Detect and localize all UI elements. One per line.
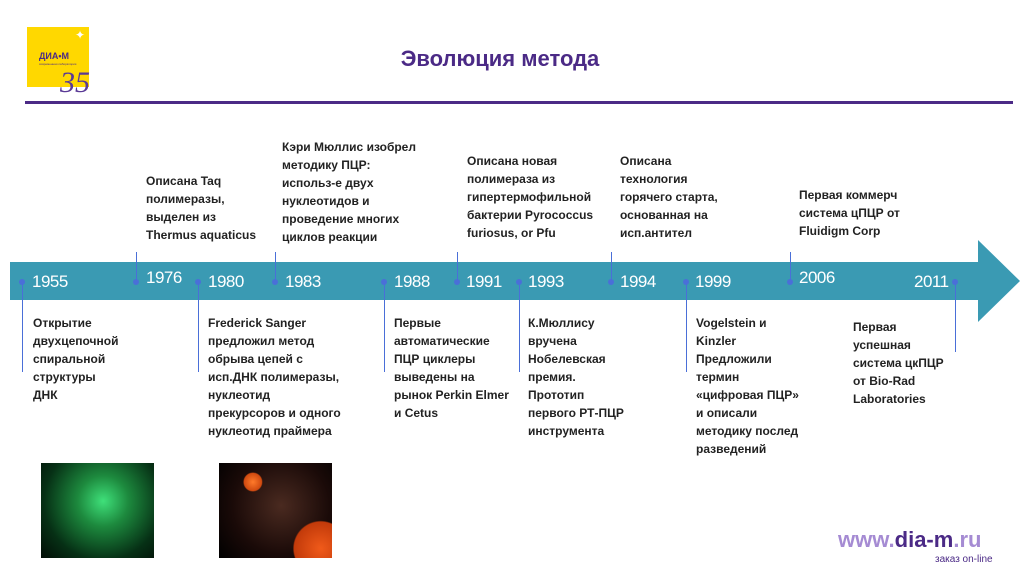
event-marker-dot: [133, 279, 139, 285]
event-description: Frederick Sanger предложил метод обрыва …: [208, 316, 341, 438]
page-title: Эволюция метода: [400, 46, 600, 71]
sparkle-icon: ✦: [74, 28, 85, 42]
logo-brand: ДИА•М: [39, 51, 70, 61]
event-description: Описана технология горячего старта, осно…: [620, 154, 718, 240]
title-divider: [25, 101, 1013, 104]
event-connector-line: [955, 282, 956, 352]
www-prefix: www.: [838, 527, 895, 552]
event-description: К.Мюллису вручена Нобелевская премия. Пр…: [528, 316, 624, 438]
event-year: 1955: [32, 272, 68, 291]
event-connector-line: [275, 252, 276, 282]
event-connector-line: [136, 252, 137, 282]
event-year: 1988: [394, 272, 430, 291]
logo-subtitle: современная лаборатория: [39, 62, 77, 66]
event-year: 2006: [799, 268, 835, 287]
event-description: Первая коммерч система цПЦР от Fluidigm …: [799, 188, 900, 238]
event-marker-dot: [608, 279, 614, 285]
timeline-band: [10, 262, 980, 300]
event-year: 1999: [695, 272, 731, 291]
event-description: Vogelstein и Kinzler Предложили термин «…: [696, 316, 799, 456]
event-description: Первые автоматические ПЦР циклеры выведе…: [394, 316, 509, 420]
event-description: Описана Taq полимеразы, выделен из Therm…: [146, 174, 257, 242]
event-year: 1991: [466, 272, 502, 291]
cells-microscopy-image: [219, 463, 332, 558]
event-marker-dot: [272, 279, 278, 285]
event-year: 1976: [146, 268, 182, 287]
logo: ✦ ДИА•М современная лаборатория: [27, 27, 89, 87]
event-year: 1994: [620, 272, 656, 291]
domain-tld: .ru: [953, 527, 982, 552]
event-year: 1980: [208, 272, 244, 291]
event-marker-dot: [454, 279, 460, 285]
event-connector-line: [22, 282, 23, 372]
website-link[interactable]: www.dia-m.ru: [838, 528, 981, 552]
dna-fluorescence-image: [41, 463, 154, 558]
event-description: Описана новая полимераза из гипертермофи…: [467, 154, 594, 240]
event-description: Открытие двухцепочной спиральной структу…: [33, 316, 119, 402]
event-connector-line: [790, 252, 791, 282]
event-year: 1993: [528, 272, 564, 291]
event-connector-line: [611, 252, 612, 282]
event-description: Первая успешная система цкПЦР от Bio-Rad…: [853, 320, 944, 406]
timeline-arrow-head: [978, 240, 1020, 322]
event-connector-line: [198, 282, 199, 372]
event-connector-line: [457, 252, 458, 282]
event-connector-line: [519, 282, 520, 372]
event-description: Кэри Мюллис изобрел методику ПЦР: исполь…: [282, 140, 416, 244]
event-connector-line: [384, 282, 385, 372]
anniversary-number: 35: [60, 66, 90, 99]
domain-name: dia-m: [894, 527, 954, 552]
event-marker-dot: [787, 279, 793, 285]
event-year: 2011: [914, 272, 949, 291]
event-year: 1983: [285, 272, 321, 291]
event-connector-line: [686, 282, 687, 372]
order-online-text: заказ on-line: [935, 554, 993, 565]
